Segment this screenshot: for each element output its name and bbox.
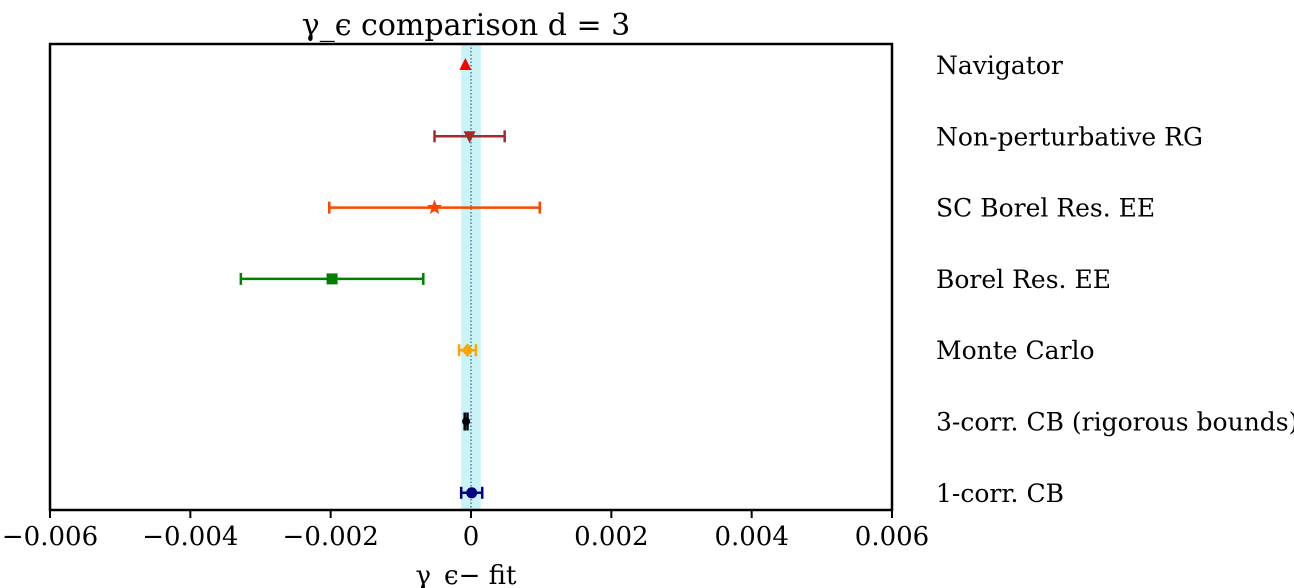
x-tick-label: −0.006 bbox=[2, 522, 98, 552]
x-axis-label: γ_ϵ− fit bbox=[416, 561, 517, 588]
data-point bbox=[457, 343, 478, 358]
category-label: Non-perturbative RG bbox=[936, 122, 1203, 151]
data-point bbox=[328, 199, 542, 215]
x-tick-label: −0.004 bbox=[142, 522, 238, 552]
points-layer bbox=[239, 58, 542, 499]
x-ticks-layer: −0.006 −0.004 −0.002 0 0.002 0.004 0.006 bbox=[2, 510, 929, 552]
data-point bbox=[459, 58, 472, 70]
x-tick-label: −0.002 bbox=[283, 522, 379, 552]
category-label: Borel Res. EE bbox=[936, 265, 1111, 294]
category-label: Navigator bbox=[936, 51, 1063, 80]
data-point-marker bbox=[462, 417, 471, 426]
chart-title: γ_ϵ comparison d = 3 bbox=[302, 8, 630, 43]
category-label: 3-corr. CB (rigorous bounds) bbox=[936, 408, 1294, 437]
data-point bbox=[459, 486, 484, 499]
data-point-marker bbox=[326, 273, 338, 285]
x-tick-label: 0.006 bbox=[855, 522, 929, 552]
data-point-marker bbox=[461, 343, 474, 358]
category-label: 1-corr. CB bbox=[936, 479, 1064, 508]
category-labels-layer: Navigator Non-perturbative RG SC Borel Res… bbox=[936, 51, 1294, 508]
category-label: SC Borel Res. EE bbox=[936, 194, 1155, 223]
x-tick-label: 0.004 bbox=[714, 522, 788, 552]
category-label: Monte Carlo bbox=[936, 336, 1095, 365]
data-point-marker bbox=[466, 487, 478, 499]
data-point-marker bbox=[426, 199, 443, 215]
reference-band bbox=[461, 44, 481, 510]
data-point bbox=[433, 130, 506, 144]
x-tick-label: 0 bbox=[463, 522, 480, 552]
data-point bbox=[239, 272, 425, 285]
data-point-marker bbox=[463, 131, 476, 144]
data-point-marker bbox=[459, 58, 472, 70]
data-point bbox=[462, 412, 471, 431]
x-tick-label: 0.002 bbox=[574, 522, 648, 552]
reference-band-layer bbox=[461, 44, 481, 510]
